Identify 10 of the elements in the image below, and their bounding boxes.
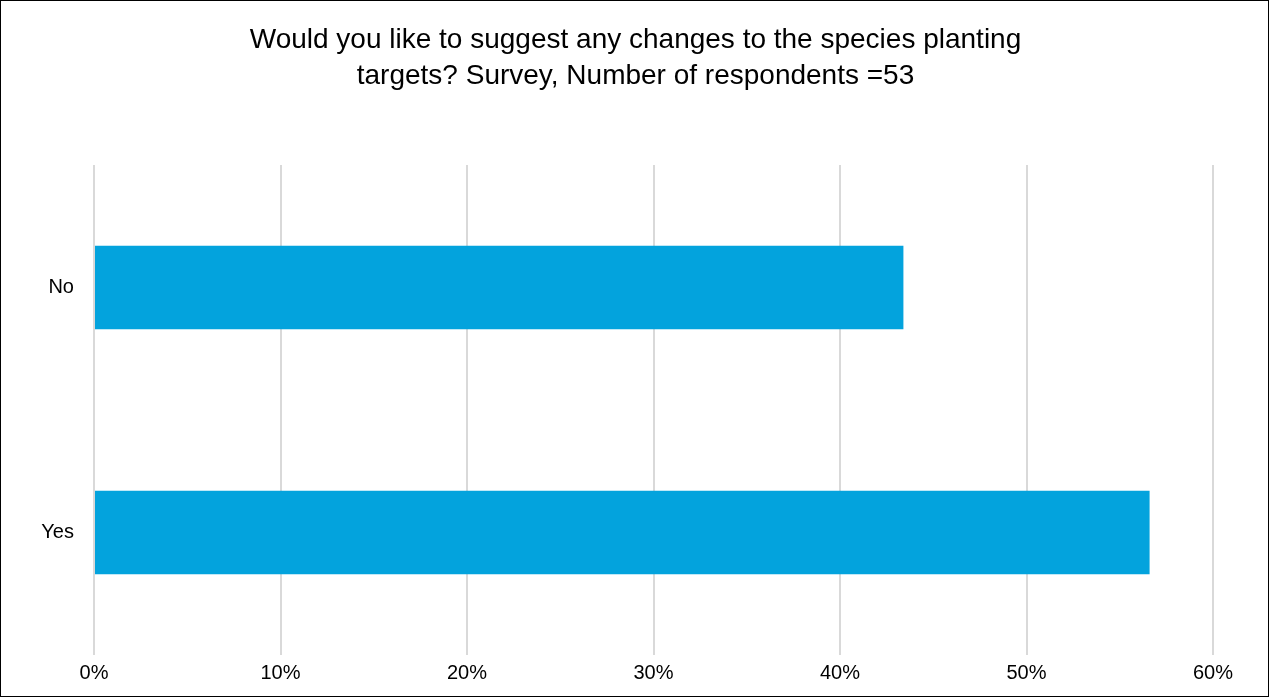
- x-tick-label: 60%: [1192, 660, 1234, 683]
- chart-title: Would you like to suggest any changes to the species planting targets? Survey, Number of respondents =53: [248, 22, 1023, 92]
- x-tick-label: 50%: [1006, 660, 1047, 683]
- y-tick-label: No: [48, 275, 74, 298]
- x-tick-label: 30%: [633, 660, 674, 683]
- y-tick-label: Yes: [41, 520, 74, 543]
- x-tick-label: 0%: [79, 660, 109, 683]
- x-tick-label: 10%: [260, 660, 301, 683]
- x-tick-label: 40%: [819, 660, 861, 683]
- x-tick-label: 20%: [446, 660, 488, 683]
